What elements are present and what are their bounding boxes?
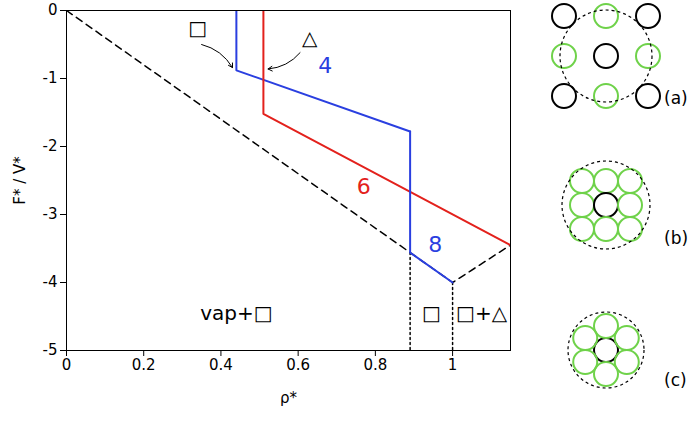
- svg-text:-2: -2: [43, 137, 58, 155]
- svg-text:□: □: [422, 301, 441, 325]
- svg-text:8: 8: [428, 232, 442, 257]
- svg-text:-1: -1: [43, 69, 58, 87]
- svg-text:F* / V*: F* / V*: [11, 156, 29, 205]
- svg-text:(a): (a): [664, 88, 688, 108]
- svg-text:1: 1: [448, 356, 458, 374]
- svg-text:0: 0: [62, 356, 72, 374]
- svg-text:0.6: 0.6: [286, 356, 310, 374]
- svg-text:-5: -5: [43, 341, 58, 359]
- svg-text:□: □: [188, 16, 207, 40]
- svg-text:0.8: 0.8: [363, 356, 387, 374]
- svg-text:6: 6: [357, 174, 371, 199]
- svg-text:-3: -3: [43, 205, 58, 223]
- svg-text:(b): (b): [664, 228, 688, 248]
- svg-text:0.4: 0.4: [209, 356, 233, 374]
- svg-text:0.2: 0.2: [132, 356, 156, 374]
- svg-text:0: 0: [48, 1, 58, 19]
- svg-text:△: △: [302, 26, 318, 50]
- svg-text:4: 4: [318, 53, 332, 78]
- svg-text:(c): (c): [664, 370, 687, 390]
- svg-text:-4: -4: [43, 273, 58, 291]
- svg-text:□+△: □+△: [456, 301, 508, 325]
- svg-text:ρ*: ρ*: [280, 389, 298, 407]
- svg-text:vap+□: vap+□: [200, 301, 272, 325]
